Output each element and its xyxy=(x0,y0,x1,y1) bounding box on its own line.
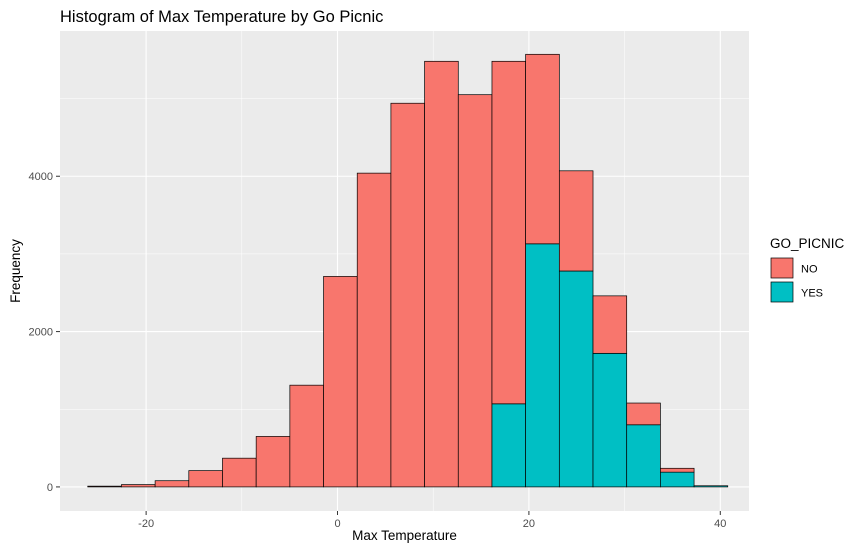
bar-yes xyxy=(592,352,628,488)
chart-title: Histogram of Max Temperature by Go Picni… xyxy=(60,8,383,26)
bar-yes xyxy=(693,485,729,488)
y-axis-title: Frequency xyxy=(8,239,23,303)
bar-yes xyxy=(660,471,695,488)
x-tick-label: -20 xyxy=(138,518,154,530)
bar-yes xyxy=(558,270,594,488)
bar-no xyxy=(626,402,661,426)
bar-no xyxy=(525,53,560,245)
x-tick-label: 20 xyxy=(523,518,535,530)
bar-yes xyxy=(626,424,661,488)
legend-swatch-yes xyxy=(770,281,794,303)
bar-no xyxy=(457,94,493,488)
x-tick-label: 0 xyxy=(334,518,340,530)
legend-label-no: NO xyxy=(801,264,818,276)
bar-yes xyxy=(525,243,560,488)
bar-no xyxy=(660,467,695,473)
bar-no xyxy=(255,436,291,488)
bar-no xyxy=(356,172,392,488)
bar-no xyxy=(121,484,156,488)
y-tick-label: 2000 xyxy=(29,327,53,339)
bar-no xyxy=(323,276,358,488)
bar-no xyxy=(222,457,257,488)
bar-no xyxy=(491,60,526,405)
bar-no xyxy=(87,485,122,488)
bar-no xyxy=(558,170,594,272)
legend-label-yes: YES xyxy=(801,288,823,300)
x-tick-label: 40 xyxy=(714,518,726,530)
bar-no xyxy=(188,470,223,488)
legend-title: GO_PICNIC xyxy=(770,236,845,251)
histogram-bars xyxy=(87,53,729,488)
bar-yes xyxy=(491,403,526,488)
y-tick-label: 4000 xyxy=(29,171,53,183)
x-axis-title: Max Temperature xyxy=(352,528,457,543)
bar-no xyxy=(154,480,190,488)
bar-no xyxy=(592,295,628,354)
bar-no xyxy=(289,384,324,488)
legend: GO_PICNIC NO YES xyxy=(770,236,845,303)
bar-no xyxy=(424,60,459,488)
x-axis-ticks: -20 0 20 40 xyxy=(138,511,726,530)
bar-no xyxy=(390,102,425,488)
legend-swatch-no xyxy=(770,257,794,279)
y-axis-ticks: 0 2000 4000 xyxy=(29,171,60,494)
y-tick-label: 0 xyxy=(47,482,53,494)
